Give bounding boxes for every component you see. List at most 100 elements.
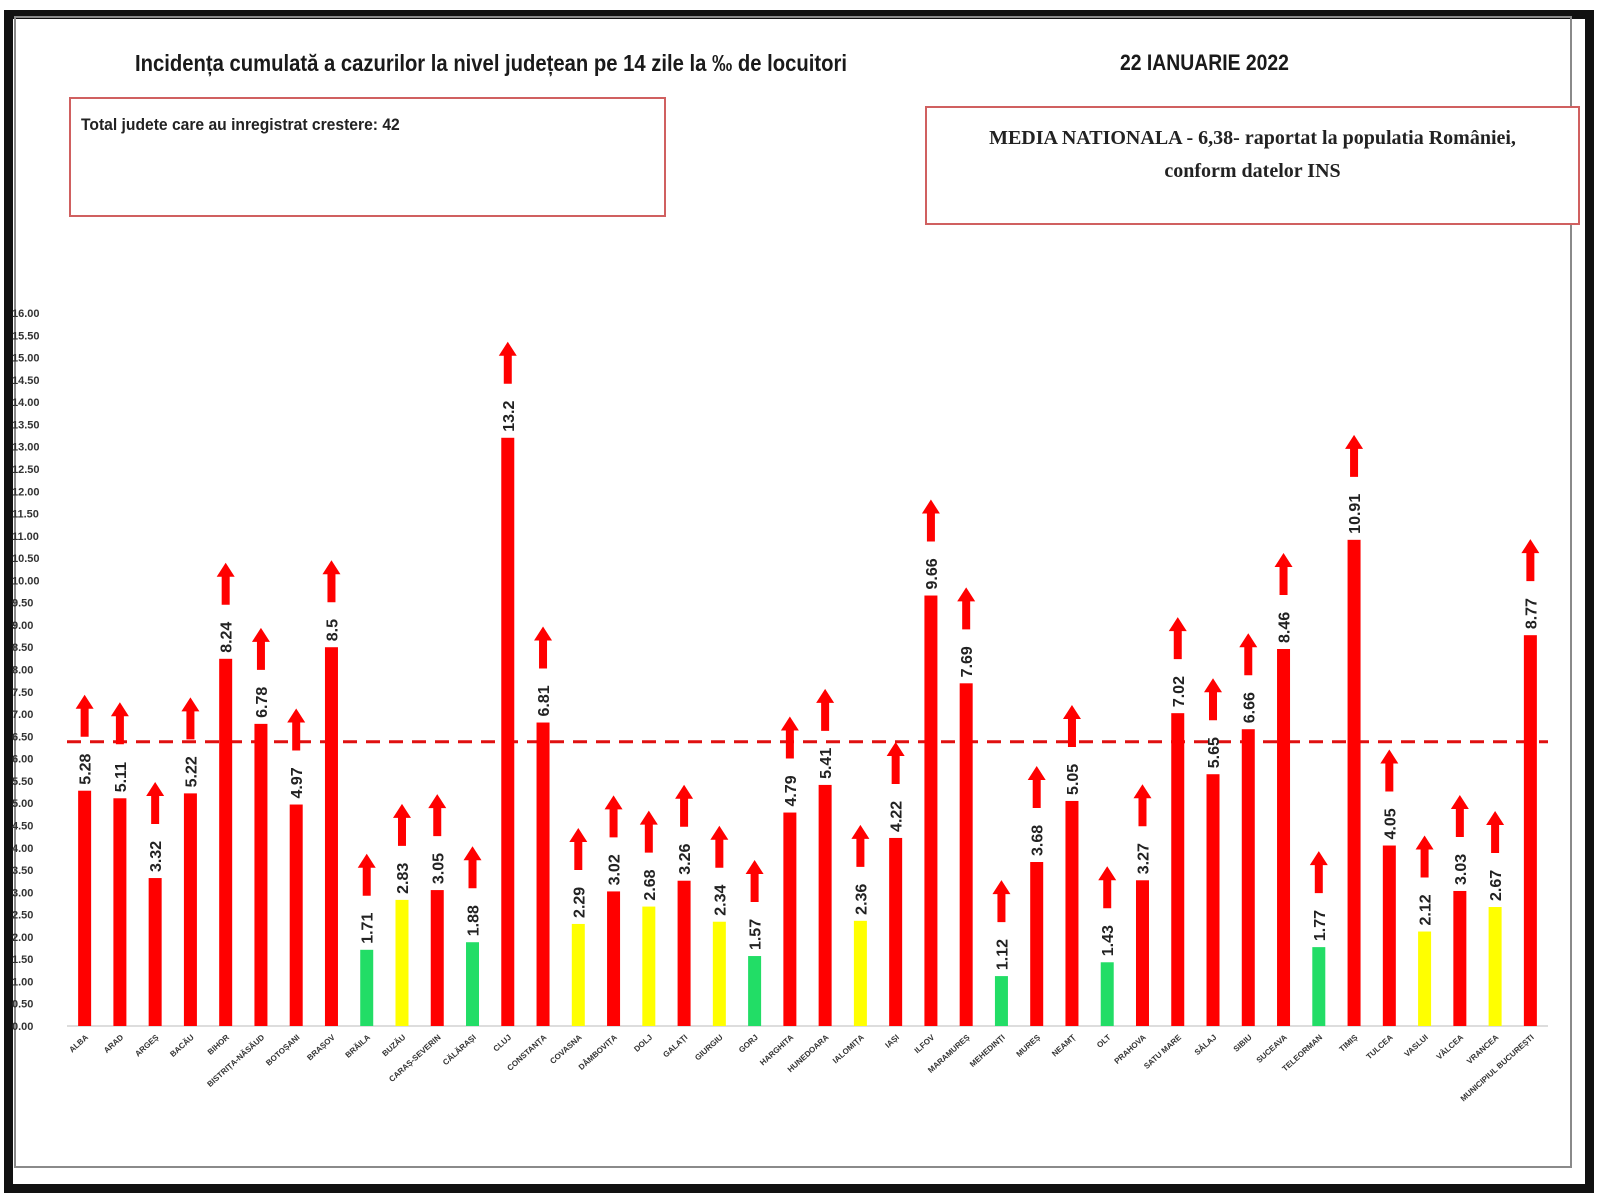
- national-average-box: MEDIA NATIONALA - 6,38- raportat la popu…: [925, 106, 1580, 225]
- category-label: MUNICIPIUL BUCUREȘTI: [1459, 1033, 1536, 1104]
- category-label: SATU MARE: [1142, 1032, 1183, 1071]
- value-label: 2.68: [642, 869, 659, 900]
- category-label: NEAMȚ: [1050, 1033, 1077, 1059]
- value-label: 3.68: [1030, 825, 1047, 856]
- y-tick-label: 13.50: [12, 419, 40, 431]
- trend-up-arrow-icon: [745, 860, 764, 903]
- bar: [853, 920, 867, 1026]
- category-label: GIURGIU: [693, 1033, 725, 1063]
- trend-up-arrow-icon: [181, 697, 200, 740]
- trend-up-arrow-icon: [75, 694, 94, 737]
- y-tick-label: 3.00: [12, 887, 33, 899]
- total-increase-box: Total judete care au inregistrat crester…: [69, 97, 666, 217]
- y-tick-label: 8.00: [12, 665, 33, 677]
- trend-up-arrow-icon: [639, 810, 658, 853]
- category-label: DÂMBOVIȚA: [577, 1033, 619, 1072]
- category-label: ARAD: [102, 1033, 125, 1055]
- y-tick-label: 1.50: [12, 954, 33, 966]
- value-label: 5.28: [78, 753, 95, 784]
- value-label: 6.66: [1241, 692, 1258, 723]
- category-label: BRĂILA: [344, 1033, 373, 1060]
- value-label: 4.79: [783, 775, 800, 806]
- category-label: VRANCEA: [1465, 1033, 1501, 1066]
- bar: [1100, 962, 1114, 1026]
- trend-up-arrow-icon: [992, 880, 1011, 923]
- trend-up-arrow-icon: [1204, 678, 1223, 721]
- trend-up-arrow-icon: [110, 702, 129, 745]
- bar: [254, 723, 268, 1026]
- y-tick-label: 6.50: [12, 731, 33, 743]
- trend-up-arrow-icon: [1309, 851, 1328, 894]
- bar: [994, 976, 1008, 1026]
- bar: [712, 921, 726, 1026]
- y-tick-label: 11.50: [12, 509, 39, 521]
- trend-up-arrow-icon: [710, 825, 729, 868]
- national-average-text: MEDIA NATIONALA - 6,38- raportat la popu…: [927, 122, 1578, 188]
- value-label: 4.05: [1382, 808, 1399, 839]
- bar: [1065, 800, 1079, 1026]
- trend-up-arrow-icon: [1450, 794, 1469, 837]
- trend-up-arrow-icon: [287, 708, 306, 751]
- category-label: BIHOR: [206, 1033, 231, 1057]
- trend-up-arrow-icon: [780, 716, 799, 759]
- y-tick-label: 3.50: [12, 865, 33, 877]
- value-label: 5.11: [113, 762, 130, 792]
- trend-up-arrow-icon: [921, 499, 940, 542]
- bar: [1277, 649, 1291, 1026]
- bar: [1312, 947, 1326, 1026]
- bar: [889, 837, 903, 1026]
- trend-up-arrow-icon: [498, 341, 517, 384]
- trend-up-arrow-icon: [675, 784, 694, 827]
- category-label: MUREȘ: [1015, 1032, 1043, 1058]
- bar: [183, 793, 197, 1026]
- y-tick-label: 9.00: [12, 620, 33, 632]
- y-tick-label: 1.00: [12, 976, 33, 988]
- bar: [571, 923, 585, 1026]
- bar: [1030, 862, 1044, 1026]
- y-tick-label: 12.00: [12, 486, 40, 498]
- y-tick-label: 5.50: [12, 776, 33, 788]
- y-tick-label: 6.00: [12, 754, 33, 766]
- bar: [395, 899, 409, 1026]
- trend-up-arrow-icon: [1027, 766, 1046, 809]
- trend-up-arrow-icon: [886, 741, 905, 784]
- value-label: 3.02: [607, 854, 624, 885]
- trend-up-arrow-icon: [428, 794, 447, 837]
- category-label: ARGEȘ: [133, 1032, 161, 1058]
- category-label: IALOMIȚA: [831, 1033, 866, 1066]
- trend-up-arrow-icon: [1062, 704, 1081, 747]
- value-label: 3.03: [1453, 854, 1470, 885]
- category-label: TULCEA: [1365, 1033, 1395, 1062]
- bar: [959, 683, 973, 1026]
- bar: [1488, 907, 1502, 1026]
- category-label: PRAHOVA: [1113, 1033, 1148, 1066]
- bar: [924, 595, 938, 1026]
- bar: [113, 798, 127, 1026]
- trend-up-arrow-icon: [463, 846, 482, 889]
- y-tick-label: 15.00: [12, 353, 40, 365]
- y-tick-label: 9.50: [12, 598, 33, 610]
- value-label: 6.78: [254, 687, 271, 718]
- bar: [1418, 931, 1432, 1026]
- y-tick-label: 8.50: [12, 642, 33, 654]
- value-label: 8.5: [324, 619, 341, 641]
- y-tick-label: 15.50: [12, 330, 40, 342]
- bar: [1241, 729, 1255, 1026]
- value-label: 5.65: [1206, 737, 1223, 768]
- category-label: VASLUI: [1403, 1033, 1430, 1059]
- category-label: OLT: [1095, 1033, 1113, 1050]
- value-label: 8.46: [1277, 612, 1294, 643]
- value-label: 13.2: [501, 401, 518, 432]
- trend-up-arrow-icon: [1415, 835, 1434, 878]
- y-tick-label: 10.50: [12, 553, 40, 565]
- bar: [1135, 880, 1149, 1026]
- y-tick-label: 0.50: [12, 999, 33, 1011]
- category-label: BOTOȘANI: [264, 1033, 301, 1068]
- value-label: 7.02: [1171, 676, 1188, 707]
- bar: [219, 658, 233, 1026]
- value-label: 2.12: [1418, 894, 1435, 925]
- bar: [466, 942, 480, 1026]
- bar: [607, 891, 621, 1026]
- trend-up-arrow-icon: [1345, 434, 1364, 477]
- bar: [783, 812, 797, 1026]
